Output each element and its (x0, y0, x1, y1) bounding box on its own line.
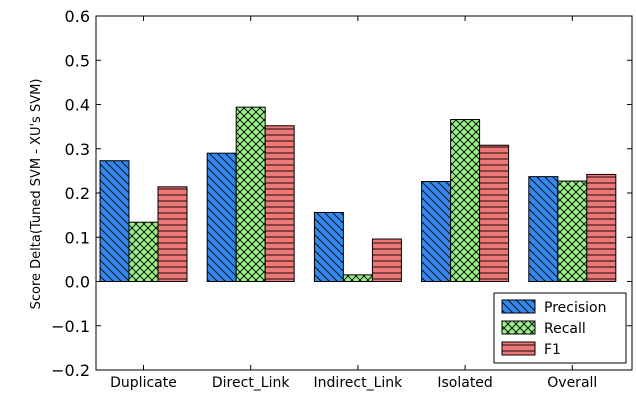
y-tick-label: 0.6 (65, 7, 90, 26)
legend: Precision Recall F1 (493, 292, 627, 364)
legend-label: Precision (544, 300, 606, 316)
bar-f1 (586, 173, 617, 282)
bar-recall (557, 180, 588, 283)
bar-precision (528, 176, 559, 282)
y-tick-label: 0.2 (65, 184, 90, 203)
x-tick-label: Isolated (437, 375, 492, 391)
bar-f1 (157, 186, 188, 282)
y-tick-label: 0.3 (65, 140, 90, 159)
legend-swatch (501, 341, 536, 356)
x-tick-label: Direct_Link (212, 375, 290, 391)
x-tick-label: Duplicate (110, 375, 177, 391)
y-axis-title: Score Delta(Tuned SVM - XU's SVM) (29, 79, 44, 310)
y-tick-label: −0.2 (51, 361, 90, 380)
y-tick-label: 0.1 (65, 228, 90, 247)
y-ticks: −0.2 −0.1 0.0 0.1 0.2 0.3 0.4 0.5 0.6 (51, 7, 632, 380)
bar-recall (342, 274, 373, 282)
bar-f1 (371, 238, 402, 283)
y-tick-label: 0.0 (65, 273, 90, 292)
plot-frame (95, 15, 633, 371)
legend-swatch (501, 299, 536, 314)
legend-swatch (501, 320, 536, 335)
y-tick-label: 0.4 (65, 96, 90, 115)
bar-precision (206, 152, 237, 282)
bars-layer (99, 106, 617, 283)
bar-precision (99, 160, 130, 282)
bar-f1 (264, 125, 295, 282)
x-ticks: Duplicate Direct_Link Indirect_Link Isolate… (110, 16, 597, 391)
legend-label: F1 (544, 342, 561, 358)
bar-recall (450, 119, 481, 282)
bar-precision (313, 211, 344, 282)
x-tick-label: Overall (547, 375, 597, 391)
y-tick-label: 0.5 (65, 51, 90, 70)
bar-recall (235, 106, 266, 282)
legend-label: Recall (544, 321, 586, 337)
bar-f1 (479, 144, 510, 282)
y-tick-label: −0.1 (51, 317, 90, 336)
x-tick-label: Indirect_Link (314, 375, 404, 391)
bar-precision (421, 180, 452, 282)
bar-recall (128, 221, 159, 282)
